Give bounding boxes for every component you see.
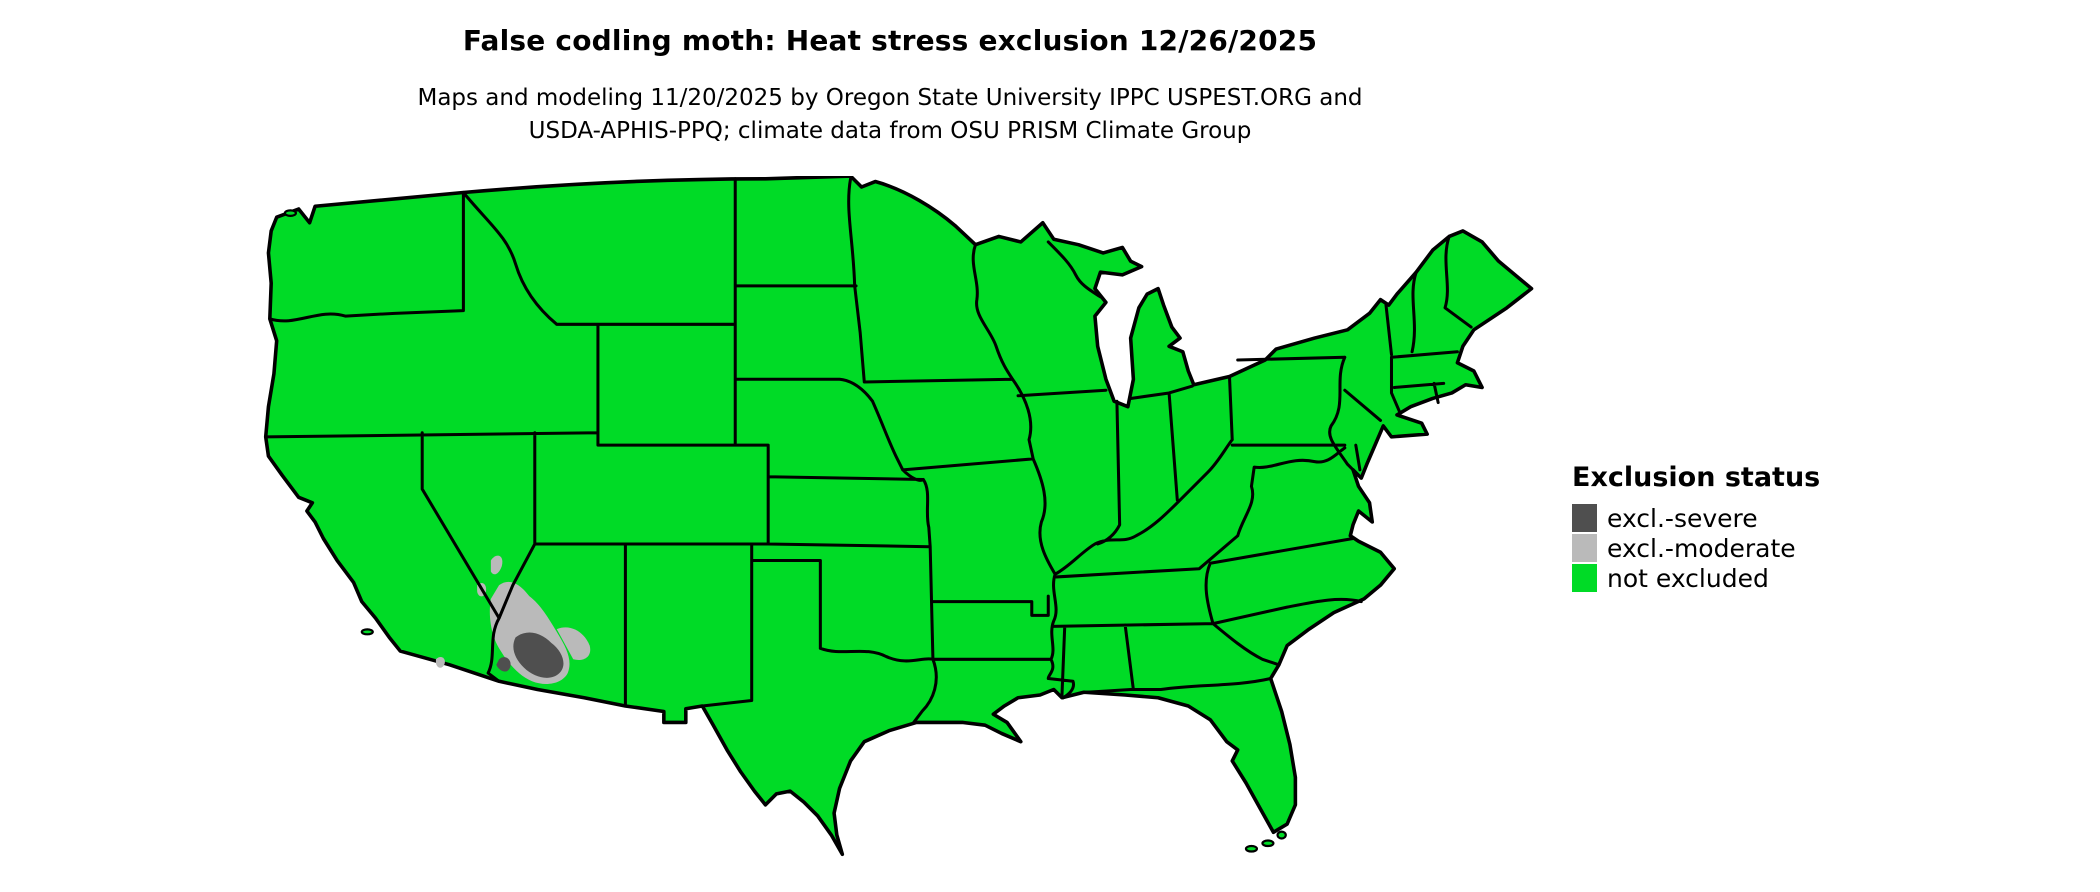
- puget-sound-island: [283, 209, 297, 217]
- islands: [283, 209, 1287, 853]
- us-outline: [263, 176, 1534, 857]
- legend-item-severe: excl.-severe: [1572, 503, 1820, 533]
- moderate-label: excl.-moderate: [1607, 533, 1796, 563]
- legend-item-moderate: excl.-moderate: [1572, 533, 1820, 563]
- not-excluded-swatch: [1572, 564, 1597, 592]
- severe-label: excl.-severe: [1607, 503, 1758, 533]
- florida-keys-island: [1244, 844, 1259, 853]
- severe-swatch: [1572, 504, 1597, 532]
- florida-keys-island: [1276, 830, 1287, 840]
- channel-island: [360, 628, 374, 636]
- subtitle-line-2: USDA-APHIS-PPQ; climate data from OSU PR…: [528, 118, 1252, 144]
- florida-keys-island: [1261, 839, 1275, 848]
- page-title: False codling moth: Heat stress exclusio…: [462, 24, 1318, 57]
- moderate-swatch: [1572, 534, 1597, 562]
- map-legend: Exclusion status excl.-severe excl.-mode…: [1572, 462, 1820, 593]
- page-subtitle: Maps and modeling 11/20/2025 by Oregon S…: [0, 82, 1780, 148]
- legend-title: Exclusion status: [1572, 462, 1821, 493]
- legend-item-not-excluded: not excluded: [1572, 563, 1820, 593]
- us-map: [230, 176, 1548, 890]
- exclusion-severe-region: [496, 632, 564, 678]
- not-excluded-label: not excluded: [1607, 563, 1769, 593]
- subtitle-line-1: Maps and modeling 11/20/2025 by Oregon S…: [417, 85, 1363, 111]
- us-map-svg: [263, 176, 1534, 857]
- state-borders: [264, 177, 1473, 724]
